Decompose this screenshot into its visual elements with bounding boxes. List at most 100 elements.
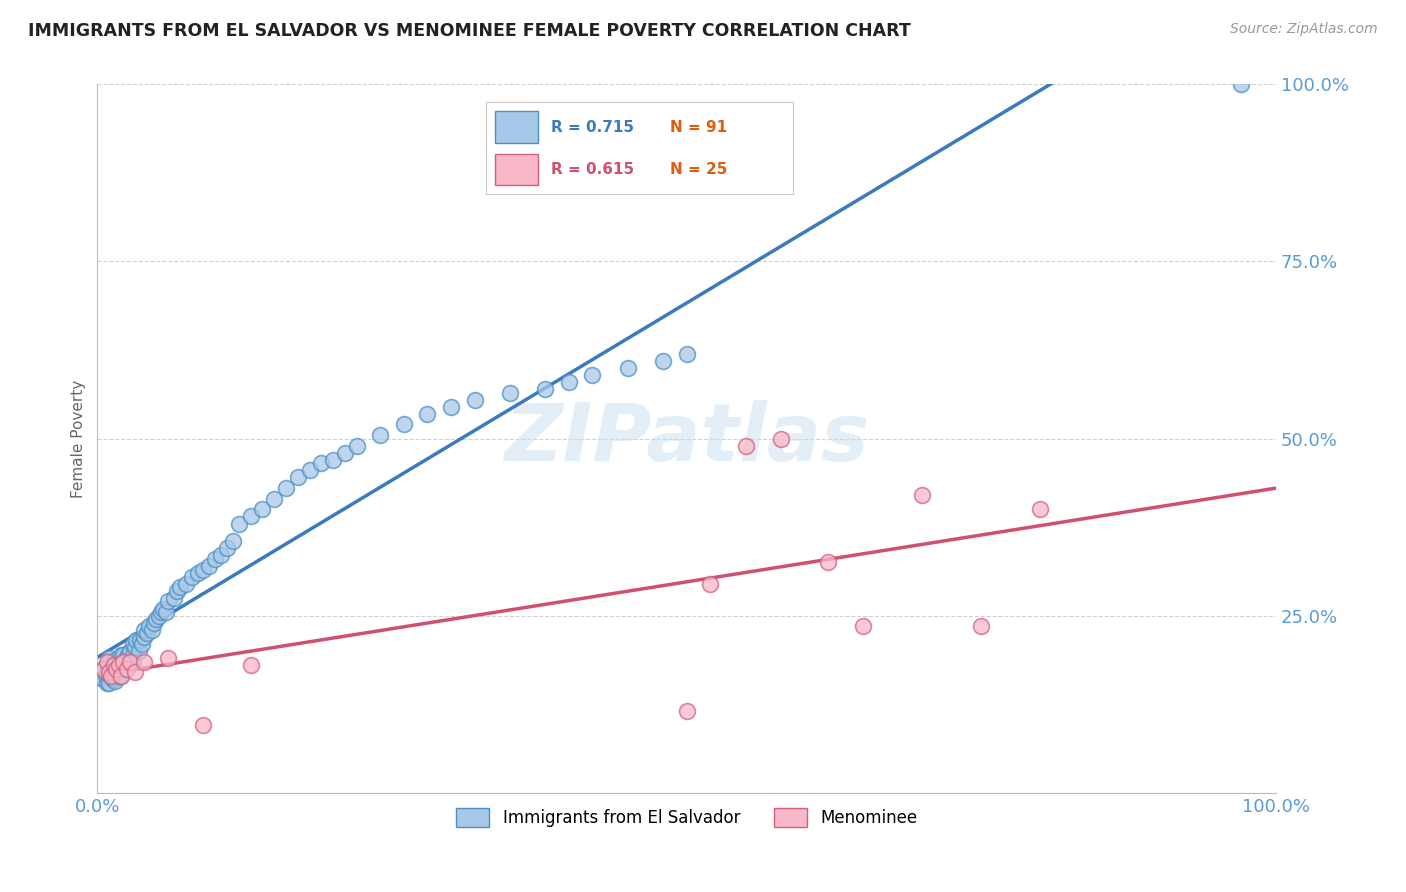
Point [98, 655, 121, 669]
Point [91, 662, 114, 676]
Text: IMMIGRANTS FROM EL SALVADOR VS MENOMINEE FEMALE POVERTY CORRELATION CHART: IMMIGRANTS FROM EL SALVADOR VS MENOMINEE… [28, 22, 911, 40]
Point [157, 651, 180, 665]
Point [100, 664, 122, 678]
Point [118, 655, 141, 669]
Point [1229, 78, 1251, 92]
Point [166, 583, 188, 598]
Point [311, 456, 333, 470]
Point [142, 615, 165, 630]
Point [193, 563, 215, 577]
Point [652, 353, 675, 368]
Point [169, 580, 191, 594]
Y-axis label: Female Poverty: Female Poverty [72, 379, 86, 498]
Point [101, 673, 124, 687]
Point [114, 655, 136, 669]
Point [124, 665, 146, 680]
Point [157, 594, 180, 608]
Point [675, 704, 697, 718]
Point [734, 439, 756, 453]
Point [131, 637, 153, 651]
Point [534, 382, 557, 396]
Point [675, 346, 697, 360]
Point [145, 612, 167, 626]
Point [180, 569, 202, 583]
Point [222, 534, 245, 549]
Point [1029, 502, 1052, 516]
Point [104, 652, 127, 666]
Point [105, 662, 128, 676]
Point [298, 463, 321, 477]
Point [287, 470, 309, 484]
Point [120, 655, 142, 669]
Point [368, 428, 391, 442]
Point [274, 481, 297, 495]
Point [96, 655, 118, 669]
Point [148, 608, 170, 623]
Point [163, 591, 186, 605]
Point [699, 576, 721, 591]
Point [104, 671, 127, 685]
Point [110, 648, 132, 662]
Point [186, 566, 208, 580]
Point [111, 655, 134, 669]
Point [112, 655, 135, 669]
Point [107, 658, 129, 673]
Point [155, 605, 177, 619]
Point [392, 417, 415, 432]
Point [104, 673, 127, 688]
Point [228, 516, 250, 531]
Point [174, 576, 197, 591]
Point [141, 623, 163, 637]
Point [215, 541, 238, 556]
Point [121, 648, 143, 662]
Point [252, 502, 274, 516]
Point [558, 375, 581, 389]
Point [209, 549, 232, 563]
Point [110, 658, 132, 673]
Legend: Immigrants from El Salvador, Menominee: Immigrants from El Salvador, Menominee [450, 801, 924, 834]
Point [107, 669, 129, 683]
Point [125, 633, 148, 648]
Point [134, 630, 156, 644]
Point [98, 665, 121, 680]
Point [193, 718, 215, 732]
Point [239, 658, 262, 673]
Point [105, 662, 128, 676]
Point [93, 662, 115, 676]
Point [239, 509, 262, 524]
Point [322, 452, 344, 467]
Point [463, 392, 485, 407]
Point [117, 648, 139, 662]
Point [852, 619, 875, 633]
Point [499, 385, 522, 400]
Point [817, 556, 839, 570]
Point [333, 446, 356, 460]
Point [103, 658, 125, 673]
Point [616, 360, 638, 375]
Point [104, 664, 127, 678]
Point [115, 651, 138, 665]
Point [121, 637, 143, 651]
Point [970, 619, 993, 633]
Point [581, 368, 603, 382]
Point [150, 605, 173, 619]
Point [112, 662, 135, 676]
Point [98, 669, 121, 683]
Text: Source: ZipAtlas.com: Source: ZipAtlas.com [1230, 22, 1378, 37]
Point [911, 488, 934, 502]
Point [128, 644, 150, 658]
Point [112, 648, 135, 662]
Point [110, 669, 132, 683]
Point [98, 666, 121, 681]
Point [198, 559, 221, 574]
Point [346, 439, 368, 453]
Point [135, 626, 157, 640]
Point [769, 432, 792, 446]
Point [134, 655, 156, 669]
Point [152, 601, 174, 615]
Point [98, 665, 121, 680]
Point [110, 669, 132, 683]
Point [121, 655, 143, 669]
Point [98, 676, 121, 690]
Point [98, 651, 121, 665]
